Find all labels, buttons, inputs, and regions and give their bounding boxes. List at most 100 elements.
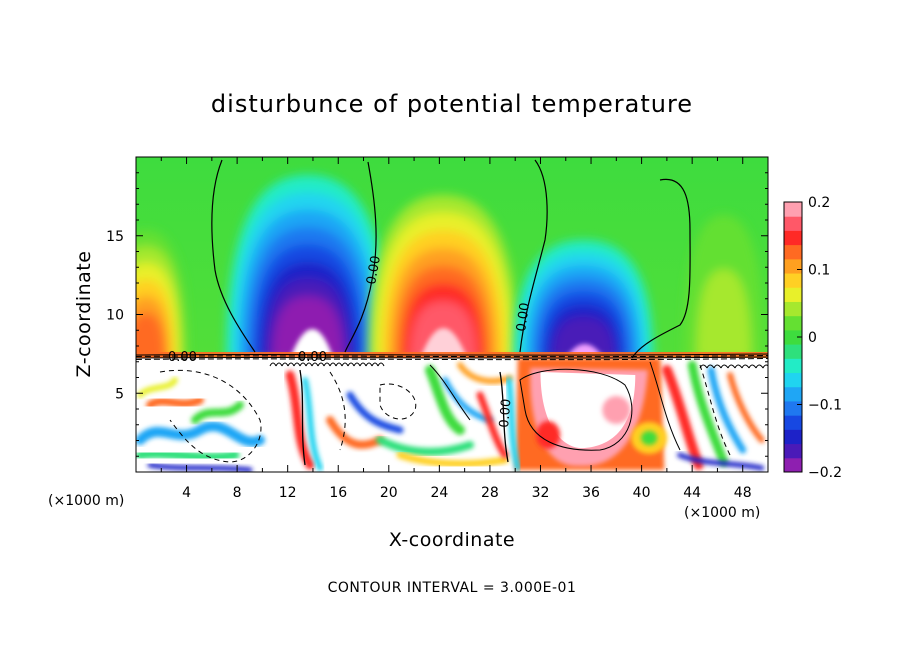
field-streak xyxy=(396,451,509,468)
x-tick-label: 20 xyxy=(380,485,398,501)
x-unit-label-left: (×1000 m) xyxy=(48,493,124,509)
field-streak xyxy=(191,401,244,424)
field-band xyxy=(696,269,751,360)
colorbar-swatch xyxy=(784,301,802,317)
warm-region-left xyxy=(136,230,188,362)
colorbar-swatch xyxy=(784,287,802,302)
warm-spot xyxy=(536,421,561,449)
plume-core xyxy=(420,328,468,358)
plume-core xyxy=(290,329,334,358)
contour-line xyxy=(211,159,256,353)
field-streak xyxy=(661,365,704,470)
x-tick-label: 24 xyxy=(430,485,448,501)
colorbar-tick-label: −0.1 xyxy=(808,398,842,414)
x-tick-label: 28 xyxy=(481,485,499,501)
x-tick-label: 12 xyxy=(279,485,297,501)
contour-line xyxy=(631,178,691,359)
colorbar-swatch xyxy=(784,216,802,231)
x-axis-label: X-coordinate xyxy=(389,529,515,551)
y-axis-label: Z-coordinate xyxy=(73,251,95,378)
contour-line xyxy=(499,371,509,463)
colorbar-tick-label: −0.2 xyxy=(808,465,842,481)
field-streak xyxy=(727,372,765,443)
colorbar-swatch xyxy=(784,244,802,260)
contour-line xyxy=(649,361,681,451)
colorbar-swatch xyxy=(784,344,802,359)
colorbar-swatch xyxy=(784,329,802,345)
contour-line xyxy=(136,353,768,356)
field-streak xyxy=(326,416,384,449)
x-tick-label: 44 xyxy=(683,485,701,501)
x-tick-label: 4 xyxy=(182,485,191,501)
field-streak xyxy=(146,396,204,409)
contour-line xyxy=(136,358,768,361)
contour-line xyxy=(159,369,262,463)
warm-spot xyxy=(641,431,658,445)
field-streak xyxy=(677,452,765,471)
colorbar-swatch xyxy=(784,358,802,374)
plot-area xyxy=(136,157,768,472)
colorbar-swatch xyxy=(784,429,802,445)
x-unit-label-right: (×1000 m) xyxy=(684,505,760,521)
contour-line xyxy=(344,161,377,353)
colorbar-swatch xyxy=(784,386,802,402)
colorbar-swatch xyxy=(784,400,802,416)
field-streak xyxy=(442,377,493,423)
x-tick-label: 40 xyxy=(633,485,651,501)
contour-line xyxy=(329,371,346,451)
colorbar: 0.2 0.1 0 −0.1 −0.2 xyxy=(783,195,842,481)
colorbar-swatch xyxy=(784,258,802,274)
field-streak xyxy=(687,360,729,467)
field-band xyxy=(136,312,166,362)
x-tick-label: 16 xyxy=(329,485,347,501)
field-streak xyxy=(285,370,315,470)
field-streak xyxy=(425,365,465,435)
field-streak xyxy=(505,377,521,471)
x-axis: 4 8 12 16 20 24 28 32 36 40 44 48 xyxy=(160,157,752,501)
contour-line xyxy=(299,369,306,466)
field-streak xyxy=(476,391,509,459)
contour-line xyxy=(519,368,633,451)
contour-label: 0.00 xyxy=(514,302,533,333)
colorbar-swatch xyxy=(784,457,802,473)
y-tick-label: 10 xyxy=(106,308,124,324)
warm-block-white xyxy=(540,372,636,449)
contour-line xyxy=(136,355,768,358)
contour-line xyxy=(699,364,731,456)
colorbar-swatch xyxy=(784,443,802,459)
temperature-field xyxy=(136,175,768,472)
colorbar-tick-label: 0.2 xyxy=(808,195,830,211)
y-axis: 5 10 15 xyxy=(106,172,768,457)
colorbar-swatch xyxy=(784,315,802,331)
field-streak xyxy=(457,362,513,385)
cold-plume-1 xyxy=(225,175,390,360)
contour-line xyxy=(429,364,471,421)
x-tick-label: 48 xyxy=(734,485,752,501)
field-streak xyxy=(707,366,747,454)
field-streak xyxy=(346,391,404,434)
field-streak xyxy=(136,421,265,447)
contour-label: 0.00 xyxy=(168,350,197,365)
contour-line xyxy=(519,159,548,353)
colorbar-tick-label: 0 xyxy=(808,330,817,346)
contour-label: 0.00 xyxy=(497,398,514,428)
contour-label: 0.00 xyxy=(364,255,384,286)
field-streak xyxy=(302,377,323,471)
warm-region-right xyxy=(683,215,764,360)
colorbar-tick-label: 0.1 xyxy=(808,263,830,279)
colorbar-swatch xyxy=(784,202,802,217)
field-streak xyxy=(136,449,240,462)
contour-interval-note: CONTOUR INTERVAL = 3.000E-01 xyxy=(328,580,577,596)
field-streak xyxy=(376,436,474,456)
colorbar-swatch xyxy=(784,372,802,388)
contour-line xyxy=(136,356,768,359)
contour-waves xyxy=(699,364,768,369)
colorbar-swatch xyxy=(784,273,802,288)
x-tick-label: 8 xyxy=(233,485,242,501)
x-tick-label: 36 xyxy=(582,485,600,501)
warm-spot xyxy=(602,396,631,424)
field-streak xyxy=(147,462,253,472)
y-tick-label: 15 xyxy=(106,229,124,245)
contour-line xyxy=(379,383,417,420)
